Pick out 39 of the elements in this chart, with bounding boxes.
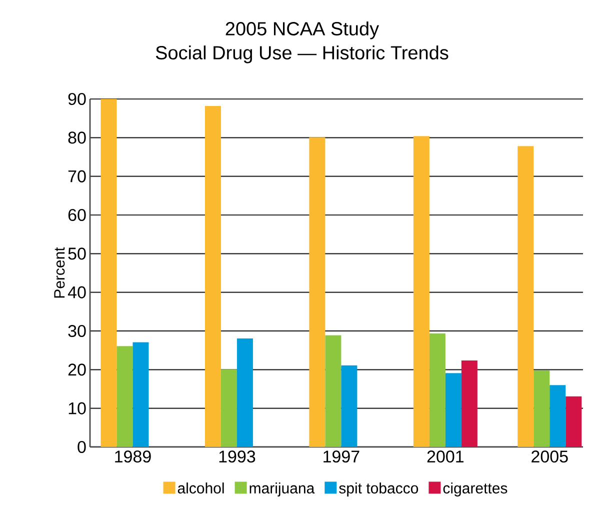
- bar: [445, 373, 462, 447]
- bar: [204, 106, 221, 447]
- y-tick-label: 70: [68, 170, 86, 182]
- bar: [325, 335, 342, 447]
- bar: [132, 342, 149, 447]
- bar: [461, 360, 478, 447]
- legend-label: marijuana: [250, 482, 315, 496]
- legend-label: spit tobacco: [339, 482, 418, 496]
- y-tick-label: 30: [68, 324, 86, 338]
- x-tick-label: 1993: [219, 450, 256, 463]
- bar: [534, 370, 550, 447]
- bar: [341, 365, 358, 447]
- x-tick-label: 1997: [324, 450, 360, 463]
- x-tick-label: 2005: [532, 450, 568, 463]
- bar: [429, 333, 446, 447]
- y-tick-label: 60: [68, 208, 86, 222]
- bar: [116, 346, 133, 447]
- y-tick-label: 90: [68, 92, 86, 106]
- bar: [100, 98, 117, 447]
- x-tick-label: 2001: [427, 450, 464, 463]
- bar: [236, 338, 253, 447]
- bar: [518, 146, 534, 447]
- y-axis-title: Percent: [54, 247, 65, 298]
- y-tick-label: 10: [68, 402, 86, 414]
- x-tick-label: 1989: [115, 450, 151, 463]
- legend-label: cigarettes: [443, 482, 508, 496]
- y-tick-label: 0: [78, 440, 86, 454]
- bar: [550, 385, 566, 447]
- y-tick-label: 20: [68, 364, 86, 376]
- chart-title: 2005 NCAA Study: [226, 22, 380, 40]
- bar: [566, 396, 582, 447]
- bar: [220, 369, 237, 447]
- chart-subtitle: Social Drug Use — Historic Trends: [156, 46, 448, 64]
- bar: [413, 136, 430, 447]
- y-tick-label: 40: [68, 286, 86, 298]
- legend-label: alcohol: [178, 482, 224, 494]
- bar: [309, 137, 326, 447]
- y-tick-label: 50: [68, 248, 86, 260]
- y-tick-label: 80: [68, 132, 86, 144]
